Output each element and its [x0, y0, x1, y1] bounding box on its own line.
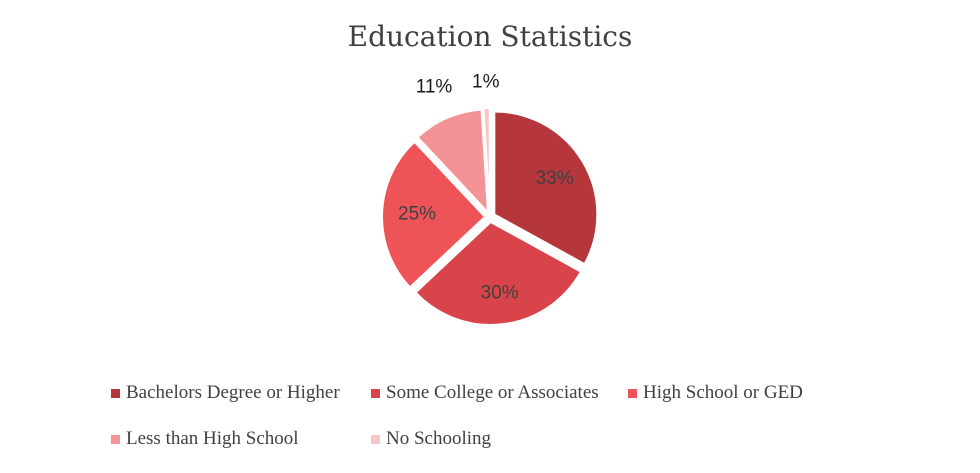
legend-label: Some College or Associates: [386, 382, 599, 403]
pie-slice: [381, 140, 487, 289]
legend-item: Some College or Associates: [371, 382, 599, 404]
pie-labels: 33% 30% 25% 11% 1%: [398, 71, 574, 303]
pie-slice: [414, 220, 583, 326]
pie-slice: [416, 108, 490, 216]
legend-item: Less than High School: [111, 428, 299, 450]
legend-swatch: [371, 434, 380, 444]
slice-data-label: 30%: [481, 283, 519, 304]
chart-title: Education Statistics: [347, 20, 633, 53]
slice-data-label: 25%: [398, 204, 436, 225]
slice-data-label: 1%: [472, 71, 500, 92]
legend-label: Bachelors Degree or Higher: [126, 382, 340, 403]
pie-slice: [493, 110, 599, 266]
legend-label: No Schooling: [386, 428, 492, 449]
legend-item: High School or GED: [628, 382, 803, 404]
pie-slices: [381, 107, 599, 326]
legend-item: No Schooling: [371, 428, 491, 450]
legend-swatch: [628, 388, 637, 398]
slice-data-label: 33%: [536, 168, 574, 189]
slice-data-label: 11%: [416, 77, 453, 98]
pie-slice: [482, 107, 491, 212]
legend-label: High School or GED: [643, 382, 803, 403]
legend-swatch: [111, 388, 120, 398]
legend-item: Bachelors Degree or Higher: [111, 382, 340, 404]
legend-swatch: [111, 434, 120, 444]
legend-label: Less than High School: [126, 428, 299, 449]
legend-swatch: [371, 388, 380, 398]
